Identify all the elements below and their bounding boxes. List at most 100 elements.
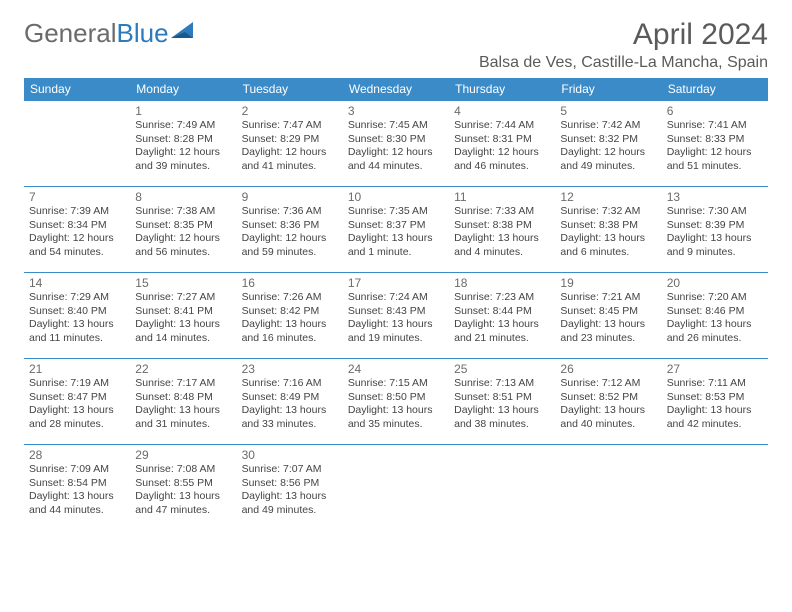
day-detail: Sunset: 8:42 PM (242, 305, 338, 319)
day-number: 10 (348, 190, 444, 204)
calendar-day: 18Sunrise: 7:23 AMSunset: 8:44 PMDayligh… (449, 273, 555, 359)
day-number: 18 (454, 276, 550, 290)
day-detail: Daylight: 13 hours (135, 490, 231, 504)
day-detail: Daylight: 12 hours (135, 146, 231, 160)
day-number: 6 (667, 104, 763, 118)
day-detail: Sunset: 8:55 PM (135, 477, 231, 491)
day-number: 12 (560, 190, 656, 204)
day-detail: Sunrise: 7:07 AM (242, 463, 338, 477)
day-number: 11 (454, 190, 550, 204)
day-detail: Sunrise: 7:35 AM (348, 205, 444, 219)
day-detail: Sunset: 8:40 PM (29, 305, 125, 319)
day-detail: Sunset: 8:31 PM (454, 133, 550, 147)
day-header: Wednesday (343, 78, 449, 101)
calendar-day: 5Sunrise: 7:42 AMSunset: 8:32 PMDaylight… (555, 101, 661, 187)
day-number: 24 (348, 362, 444, 376)
day-detail: and 44 minutes. (29, 504, 125, 518)
day-detail: Daylight: 13 hours (348, 318, 444, 332)
day-detail: Sunrise: 7:15 AM (348, 377, 444, 391)
day-detail: Daylight: 13 hours (560, 232, 656, 246)
day-number: 15 (135, 276, 231, 290)
day-detail: and 38 minutes. (454, 418, 550, 432)
logo-part1: General (24, 18, 117, 48)
calendar-day: 29Sunrise: 7:08 AMSunset: 8:55 PMDayligh… (130, 445, 236, 531)
day-detail: Sunrise: 7:38 AM (135, 205, 231, 219)
day-detail: Sunrise: 7:45 AM (348, 119, 444, 133)
title-block: April 2024 Balsa de Ves, Castille-La Man… (479, 18, 768, 72)
day-detail: Daylight: 13 hours (667, 318, 763, 332)
calendar-empty (662, 445, 768, 531)
day-detail: and 54 minutes. (29, 246, 125, 260)
day-number: 20 (667, 276, 763, 290)
day-detail: Sunset: 8:29 PM (242, 133, 338, 147)
calendar-week: 7Sunrise: 7:39 AMSunset: 8:34 PMDaylight… (24, 187, 768, 273)
day-detail: Sunrise: 7:33 AM (454, 205, 550, 219)
calendar-week: 14Sunrise: 7:29 AMSunset: 8:40 PMDayligh… (24, 273, 768, 359)
day-detail: Sunrise: 7:08 AM (135, 463, 231, 477)
calendar-day: 25Sunrise: 7:13 AMSunset: 8:51 PMDayligh… (449, 359, 555, 445)
calendar-day: 21Sunrise: 7:19 AMSunset: 8:47 PMDayligh… (24, 359, 130, 445)
day-detail: and 51 minutes. (667, 160, 763, 174)
day-detail: and 47 minutes. (135, 504, 231, 518)
day-detail: and 21 minutes. (454, 332, 550, 346)
calendar-day: 11Sunrise: 7:33 AMSunset: 8:38 PMDayligh… (449, 187, 555, 273)
day-detail: Daylight: 13 hours (242, 318, 338, 332)
day-detail: and 19 minutes. (348, 332, 444, 346)
day-detail: Sunset: 8:50 PM (348, 391, 444, 405)
day-number: 25 (454, 362, 550, 376)
day-detail: Sunset: 8:47 PM (29, 391, 125, 405)
calendar-day: 28Sunrise: 7:09 AMSunset: 8:54 PMDayligh… (24, 445, 130, 531)
day-number: 1 (135, 104, 231, 118)
calendar-day: 22Sunrise: 7:17 AMSunset: 8:48 PMDayligh… (130, 359, 236, 445)
calendar-day: 3Sunrise: 7:45 AMSunset: 8:30 PMDaylight… (343, 101, 449, 187)
day-detail: Sunrise: 7:41 AM (667, 119, 763, 133)
day-detail: Sunrise: 7:21 AM (560, 291, 656, 305)
day-header: Saturday (662, 78, 768, 101)
day-detail: Daylight: 13 hours (454, 232, 550, 246)
day-detail: Sunrise: 7:09 AM (29, 463, 125, 477)
day-detail: Sunset: 8:45 PM (560, 305, 656, 319)
day-detail: Daylight: 13 hours (454, 404, 550, 418)
day-detail: Daylight: 13 hours (667, 232, 763, 246)
day-detail: Sunset: 8:41 PM (135, 305, 231, 319)
day-detail: Daylight: 13 hours (29, 490, 125, 504)
day-detail: Sunset: 8:38 PM (560, 219, 656, 233)
calendar-day: 15Sunrise: 7:27 AMSunset: 8:41 PMDayligh… (130, 273, 236, 359)
day-number: 29 (135, 448, 231, 462)
day-detail: Daylight: 13 hours (560, 318, 656, 332)
day-detail: Sunrise: 7:42 AM (560, 119, 656, 133)
day-detail: Daylight: 13 hours (242, 404, 338, 418)
day-detail: Sunrise: 7:39 AM (29, 205, 125, 219)
day-detail: Daylight: 12 hours (454, 146, 550, 160)
calendar-day: 24Sunrise: 7:15 AMSunset: 8:50 PMDayligh… (343, 359, 449, 445)
day-detail: Daylight: 13 hours (560, 404, 656, 418)
calendar-day: 30Sunrise: 7:07 AMSunset: 8:56 PMDayligh… (237, 445, 343, 531)
day-number: 2 (242, 104, 338, 118)
calendar-day: 9Sunrise: 7:36 AMSunset: 8:36 PMDaylight… (237, 187, 343, 273)
calendar-day: 6Sunrise: 7:41 AMSunset: 8:33 PMDaylight… (662, 101, 768, 187)
calendar-day: 20Sunrise: 7:20 AMSunset: 8:46 PMDayligh… (662, 273, 768, 359)
day-detail: Sunrise: 7:13 AM (454, 377, 550, 391)
calendar-day: 27Sunrise: 7:11 AMSunset: 8:53 PMDayligh… (662, 359, 768, 445)
calendar-day: 13Sunrise: 7:30 AMSunset: 8:39 PMDayligh… (662, 187, 768, 273)
calendar-week: 21Sunrise: 7:19 AMSunset: 8:47 PMDayligh… (24, 359, 768, 445)
day-detail: and 40 minutes. (560, 418, 656, 432)
day-number: 19 (560, 276, 656, 290)
day-detail: Sunset: 8:35 PM (135, 219, 231, 233)
day-detail: and 6 minutes. (560, 246, 656, 260)
day-number: 7 (29, 190, 125, 204)
day-header: Sunday (24, 78, 130, 101)
day-detail: and 42 minutes. (667, 418, 763, 432)
day-detail: and 46 minutes. (454, 160, 550, 174)
day-detail: Sunset: 8:52 PM (560, 391, 656, 405)
header: GeneralBlue April 2024 Balsa de Ves, Cas… (24, 18, 768, 72)
calendar-day: 26Sunrise: 7:12 AMSunset: 8:52 PMDayligh… (555, 359, 661, 445)
calendar-day: 17Sunrise: 7:24 AMSunset: 8:43 PMDayligh… (343, 273, 449, 359)
calendar-empty (24, 101, 130, 187)
day-detail: Daylight: 13 hours (135, 318, 231, 332)
day-detail: Sunset: 8:46 PM (667, 305, 763, 319)
day-number: 14 (29, 276, 125, 290)
calendar-day: 19Sunrise: 7:21 AMSunset: 8:45 PMDayligh… (555, 273, 661, 359)
day-detail: and 59 minutes. (242, 246, 338, 260)
day-number: 5 (560, 104, 656, 118)
